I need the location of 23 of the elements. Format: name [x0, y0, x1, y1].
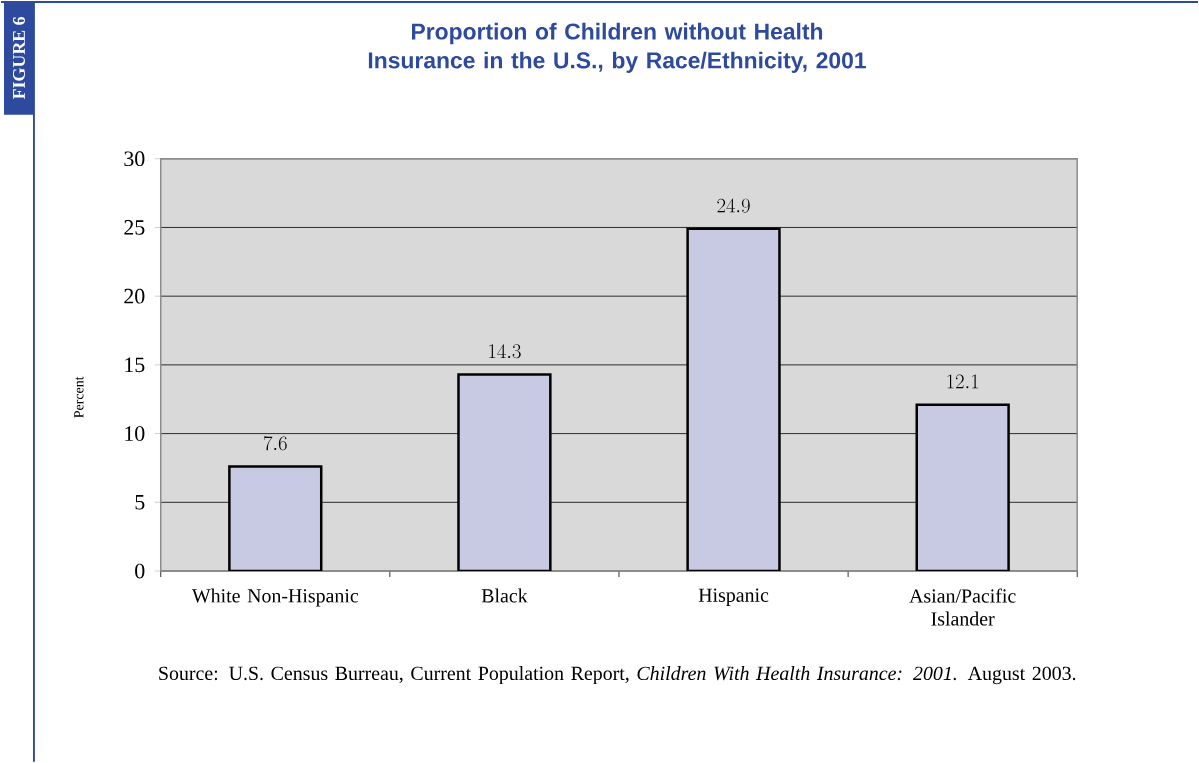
- bar: [915, 403, 1010, 572]
- x-tick-label: White Non-Hispanic: [191, 588, 359, 607]
- y-tick-label: 20: [124, 288, 145, 304]
- data-label: 24.9: [717, 198, 750, 213]
- caption: FIGURE 6: [12, 17, 25, 100]
- bar: [457, 373, 552, 572]
- data-label: 14.3: [489, 344, 521, 359]
- data-label: 7.6: [263, 436, 287, 451]
- y-tick-label: 10: [125, 426, 145, 442]
- data-label: 12. 1: [947, 374, 979, 389]
- y-tick-label: 15: [125, 357, 145, 373]
- y-tick-label: 0: [135, 563, 145, 579]
- bar: [686, 227, 781, 572]
- y-tick-label: 25: [124, 220, 145, 235]
- y-tick-label: 30: [124, 151, 145, 167]
- x-tick-label: Hispanic: [698, 588, 769, 607]
- chart-title: Proportion of Children without Health Insurance in the U.S., by Race/Ethnicity, 2001: [368, 22, 866, 74]
- bar: [228, 465, 323, 572]
- x-tick-label: Asian/Pacific Islander: [909, 588, 1016, 626]
- y-axis-title: Percent: [74, 376, 84, 418]
- source-note: Source: U.S. Census Burreau, Current Population Report, Children With Health Insurance: 2001. August 2003.: [159, 666, 1076, 685]
- x-tick-label: Black: [481, 588, 528, 603]
- y-tick-label: 5: [135, 495, 145, 510]
